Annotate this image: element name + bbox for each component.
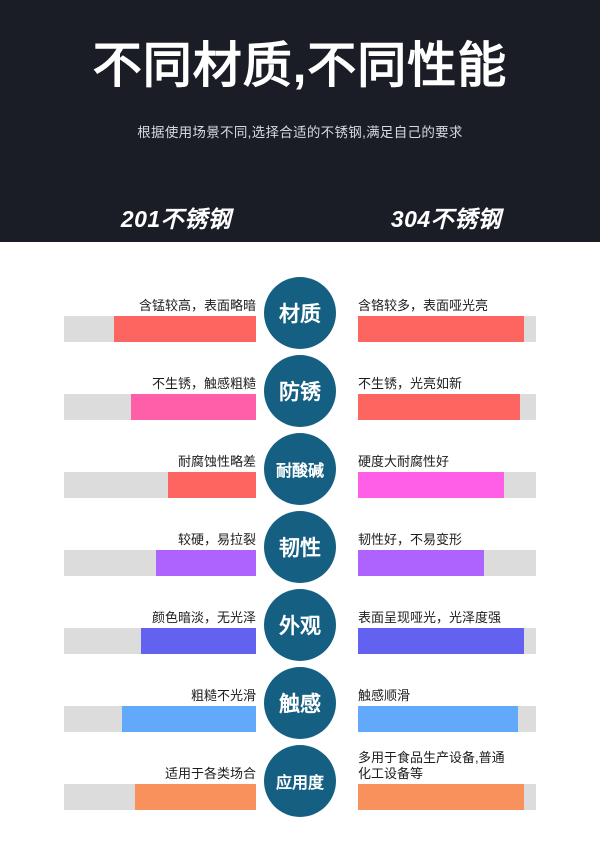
bar-track-left: [64, 472, 256, 498]
comparison-row: 颜色暗淡，无光泽 表面呈现哑光，光泽度强 外观: [0, 580, 600, 661]
row-label-right: 表面呈现哑光，光泽度强: [358, 609, 502, 625]
bar-track-right: [358, 394, 536, 420]
comparison-row: 较硬，易拉裂 韧性好，不易变形 韧性: [0, 502, 600, 583]
category-badge: 韧性: [264, 511, 336, 583]
column-header-left: 201不锈钢: [120, 206, 232, 232]
bar-track-left: [64, 628, 256, 654]
category-badge: 触感: [264, 667, 336, 739]
bar-track-right: [358, 550, 536, 576]
comparison-row: 耐腐蚀性略差 硬度大耐腐性好 耐酸碱: [0, 424, 600, 505]
bar-track-right: [358, 706, 536, 732]
bar-track-left: [64, 784, 256, 810]
bar-track-left: [64, 316, 256, 342]
row-label-right: 触感顺滑: [358, 687, 411, 703]
comparison-row: 含锰较高，表面略暗 含铬较多，表面哑光亮 材质: [0, 268, 600, 349]
bar-fill-left: [140, 628, 256, 654]
row-label-right: 不生锈，光亮如新: [358, 375, 463, 391]
bar-track-right: [358, 628, 536, 654]
category-badge: 防锈: [264, 355, 336, 427]
bar-fill-right: [358, 394, 520, 420]
column-header-right: 304不锈钢: [390, 206, 502, 232]
bar-track-left: [64, 394, 256, 420]
bar-fill-right: [358, 784, 524, 810]
comparison-row: 粗糙不光滑 触感顺滑 触感: [0, 658, 600, 739]
row-label-left: 耐腐蚀性略差: [177, 453, 256, 469]
bar-track-right: [358, 784, 536, 810]
category-badge: 材质: [264, 277, 336, 349]
category-badge: 耐酸碱: [264, 433, 336, 505]
bar-fill-left: [135, 784, 256, 810]
bar-track-left: [64, 550, 256, 576]
row-label-right: 多用于食品生产设备,普通 化工设备等: [358, 749, 505, 781]
row-label-right: 含铬较多，表面哑光亮: [358, 297, 489, 313]
row-label-left: 粗糙不光滑: [190, 687, 256, 703]
page-subtitle: 根据使用场景不同,选择合适的不锈钢,满足自己的要求: [137, 125, 463, 140]
header-banner: 不同材质,不同性能 根据使用场景不同,选择合适的不锈钢,满足自己的要求 201不…: [0, 0, 600, 242]
page-title: 不同材质,不同性能: [92, 39, 508, 93]
row-label-right: 韧性好，不易变形: [358, 531, 463, 547]
bar-fill-left: [121, 706, 256, 732]
row-label-right: 硬度大耐腐性好: [358, 453, 450, 469]
row-label-left: 颜色暗淡，无光泽: [151, 609, 256, 625]
bar-fill-left: [131, 394, 256, 420]
bar-fill-right: [358, 550, 485, 576]
category-badge: 应用度: [264, 745, 336, 817]
bar-fill-left: [113, 316, 256, 342]
comparison-row: 不生锈，触感粗糙 不生锈，光亮如新 防锈: [0, 346, 600, 427]
bar-fill-right: [358, 472, 504, 498]
row-label-left: 不生锈，触感粗糙: [151, 375, 256, 391]
bar-fill-left: [167, 472, 256, 498]
category-badge: 外观: [264, 589, 336, 661]
bar-track-left: [64, 706, 256, 732]
comparison-row: 适用于各类场合 多用于食品生产设备,普通 化工设备等 应用度: [0, 736, 600, 817]
comparison-rows: 含锰较高，表面略暗 含铬较多，表面哑光亮 材质 不生锈，触感粗糙 不生锈，光亮如新 防锈耐…: [0, 242, 600, 853]
bar-fill-right: [358, 706, 519, 732]
bar-track-right: [358, 472, 536, 498]
bar-fill-right: [358, 316, 524, 342]
row-label-left: 含锰较高，表面略暗: [138, 297, 256, 313]
bar-fill-right: [358, 628, 524, 654]
row-label-left: 适用于各类场合: [164, 765, 256, 781]
bar-track-right: [358, 316, 536, 342]
row-label-left: 较硬，易拉裂: [177, 531, 256, 547]
bar-fill-left: [156, 550, 256, 576]
